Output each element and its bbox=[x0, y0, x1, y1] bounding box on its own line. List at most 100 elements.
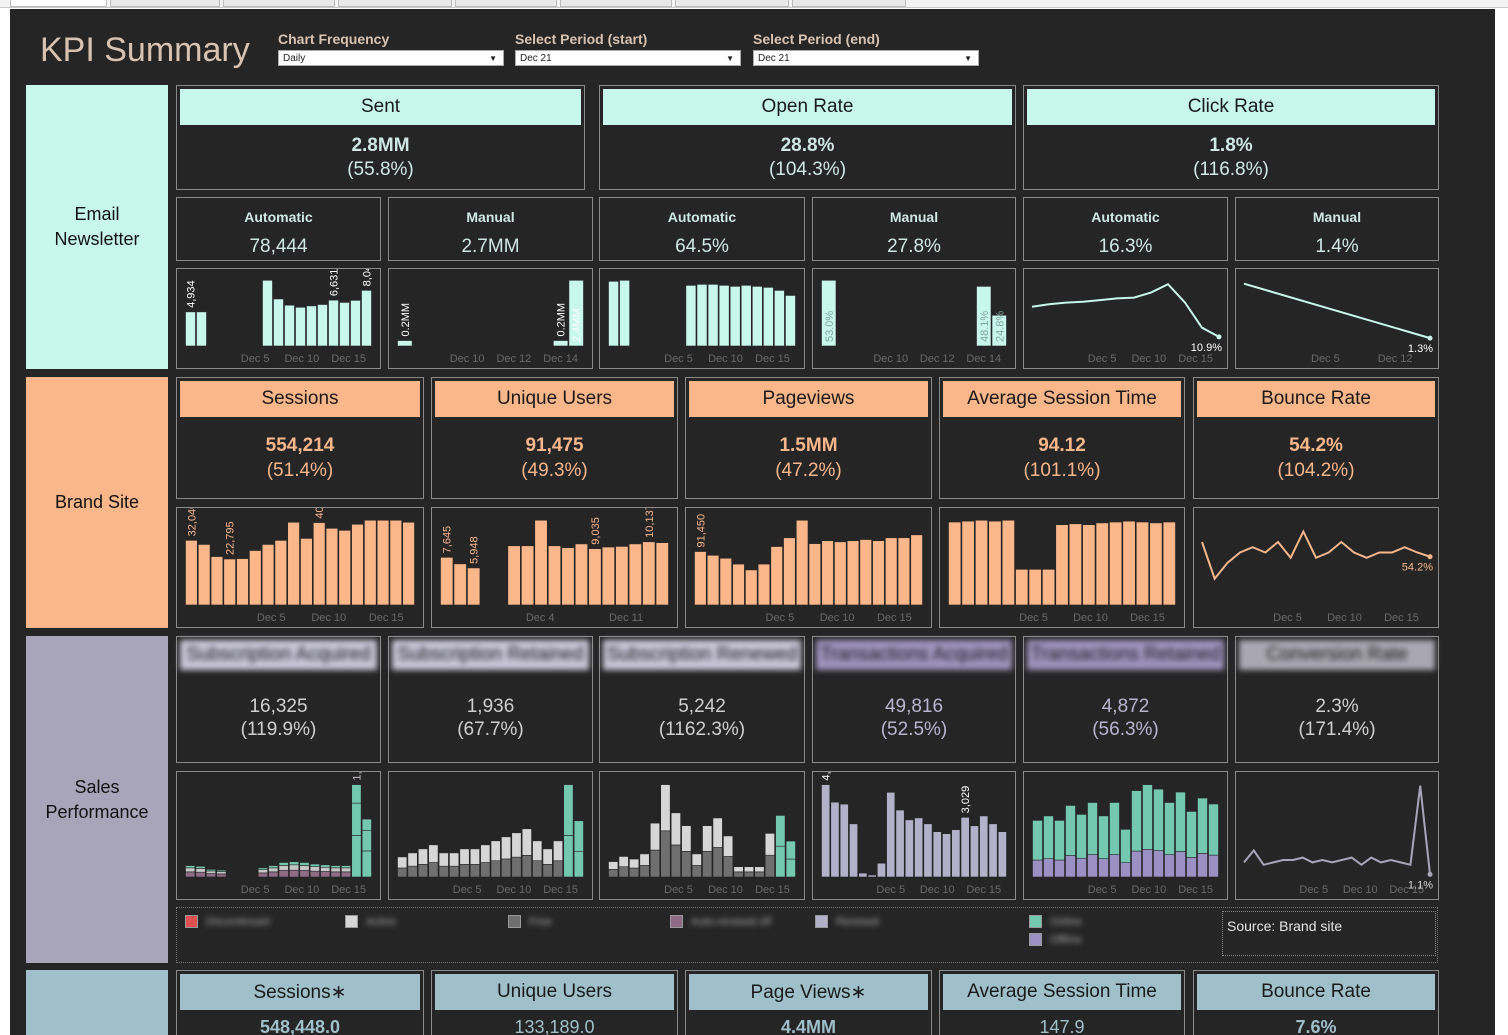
chart-bar-segment[interactable] bbox=[351, 802, 362, 836]
chart-bar[interactable] bbox=[628, 543, 642, 606]
chart-bar-segment[interactable] bbox=[629, 867, 640, 878]
tab-member-analysis[interactable] bbox=[110, 0, 220, 7]
chart-line[interactable] bbox=[1243, 282, 1431, 340]
chart-bar-segment[interactable] bbox=[670, 812, 681, 846]
chart-bar[interactable] bbox=[262, 279, 273, 347]
chart-bar[interactable] bbox=[440, 557, 454, 606]
chart-sales-5[interactable]: Dec 5 Dec 10 Dec 15 bbox=[1023, 771, 1228, 900]
chart-bar-segment[interactable] bbox=[1142, 848, 1153, 878]
chart-bar-segment[interactable] bbox=[553, 840, 564, 862]
chart-bar[interactable] bbox=[988, 520, 1002, 606]
chart-bar-segment[interactable] bbox=[438, 852, 449, 867]
legend-item[interactable]: Discontinued bbox=[185, 915, 270, 928]
chart-bar-segment[interactable] bbox=[397, 867, 408, 878]
chart-bar[interactable] bbox=[273, 298, 284, 347]
chart-bar-segment[interactable] bbox=[608, 869, 619, 878]
chart-bar-segment[interactable] bbox=[1065, 855, 1076, 878]
chart-frequency-dropdown[interactable]: Daily ▼ bbox=[278, 50, 504, 66]
chart-bar-segment[interactable] bbox=[1164, 854, 1175, 878]
chart-bar-segment[interactable] bbox=[417, 848, 428, 865]
chart-bar-segment[interactable] bbox=[330, 867, 341, 873]
chart-bar[interactable] bbox=[588, 548, 602, 606]
chart-open-rate-automatic[interactable]: Dec 5 Dec 10 Dec 15 bbox=[599, 268, 805, 369]
chart-bar-segment[interactable] bbox=[563, 784, 574, 836]
chart-bar-segment[interactable] bbox=[764, 854, 775, 878]
chart-bar-segment[interactable] bbox=[195, 871, 206, 878]
chart-bar-segment[interactable] bbox=[449, 865, 460, 878]
chart-bar[interactable] bbox=[706, 555, 720, 606]
chart-bar-segment[interactable] bbox=[268, 867, 279, 873]
chart-bar[interactable] bbox=[197, 544, 211, 606]
chart-bar-segment[interactable] bbox=[361, 830, 372, 852]
chart-bar-segment[interactable] bbox=[299, 865, 310, 871]
chart-bar-segment[interactable] bbox=[764, 833, 775, 856]
chart-bar-segment[interactable] bbox=[1043, 858, 1054, 878]
tab-franchise-analysis[interactable] bbox=[560, 0, 672, 7]
chart-bar[interactable] bbox=[364, 519, 377, 606]
chart-bar[interactable] bbox=[402, 521, 415, 606]
chart-bar-segment[interactable] bbox=[195, 866, 206, 869]
chart-bar-segment[interactable] bbox=[743, 871, 755, 878]
chart-bar-segment[interactable] bbox=[428, 862, 439, 878]
chart-bar-segment[interactable] bbox=[480, 844, 491, 863]
chart-bar-segment[interactable] bbox=[1164, 802, 1175, 855]
chart-bar-segment[interactable] bbox=[289, 861, 300, 866]
chart-bar-segment[interactable] bbox=[501, 858, 512, 878]
chart-bar-segment[interactable] bbox=[449, 852, 460, 867]
chart-bar-segment[interactable] bbox=[754, 871, 765, 878]
chart-bar-segment[interactable] bbox=[733, 871, 744, 878]
chart-bar[interactable] bbox=[284, 304, 295, 347]
chart-line[interactable] bbox=[1201, 529, 1431, 581]
chart-point[interactable] bbox=[1427, 554, 1433, 560]
chart-bar-segment[interactable] bbox=[733, 866, 744, 873]
chart-bar-segment[interactable] bbox=[268, 871, 279, 878]
chart-bar[interactable] bbox=[574, 543, 588, 606]
chart-bar-segment[interactable] bbox=[501, 836, 512, 860]
chart-bar-segment[interactable] bbox=[563, 835, 574, 878]
chart-bar-segment[interactable] bbox=[216, 871, 227, 875]
chart-bar-segment[interactable] bbox=[670, 844, 681, 878]
chart-bar-segment[interactable] bbox=[1208, 803, 1219, 856]
chart-bar[interactable] bbox=[1042, 569, 1056, 606]
chart-bar-segment[interactable] bbox=[521, 828, 532, 856]
chart-bar-segment[interactable] bbox=[573, 851, 584, 878]
chart-bar[interactable] bbox=[858, 872, 868, 878]
chart-bar-segment[interactable] bbox=[1109, 802, 1120, 855]
chart-bar-segment[interactable] bbox=[216, 869, 227, 872]
chart-bar-segment[interactable] bbox=[1153, 788, 1164, 851]
chart-bar[interactable] bbox=[740, 285, 752, 347]
chart-sent-manual[interactable]: Dec 10 Dec 12 Dec 14 0.2MM 0.2MM 2.4MM bbox=[388, 268, 593, 369]
chart-bar[interactable] bbox=[615, 546, 629, 606]
chart-bar-segment[interactable] bbox=[278, 862, 289, 866]
chart-bar-segment[interactable] bbox=[289, 869, 300, 878]
chart-bar-segment[interactable] bbox=[573, 820, 584, 852]
chart-bar[interactable] bbox=[1162, 521, 1176, 606]
chart-bar[interactable] bbox=[808, 543, 822, 606]
chart-bar[interactable] bbox=[317, 304, 328, 347]
chart-bar[interactable] bbox=[785, 295, 796, 347]
legend-item[interactable]: Auto-renewal off bbox=[670, 915, 771, 928]
chart-bar-segment[interactable] bbox=[299, 862, 310, 866]
chart-bar[interactable] bbox=[507, 545, 521, 606]
legend-item[interactable]: Online bbox=[1029, 915, 1082, 928]
chart-bar-segment[interactable] bbox=[1098, 858, 1109, 878]
chevron-down-icon[interactable]: ▼ bbox=[489, 54, 497, 63]
chart-bar[interactable] bbox=[718, 285, 730, 347]
chart-bar-segment[interactable] bbox=[1120, 829, 1131, 863]
chart-bar-segment[interactable] bbox=[205, 870, 216, 874]
chart-bar[interactable] bbox=[732, 563, 745, 606]
chart-bar-segment[interactable] bbox=[1054, 859, 1065, 878]
chart-point[interactable] bbox=[1427, 335, 1433, 341]
chart-bar[interactable] bbox=[707, 284, 719, 347]
chart-bar[interactable] bbox=[1109, 521, 1123, 606]
chart-bar-segment[interactable] bbox=[542, 848, 553, 865]
chart-bar[interactable] bbox=[872, 540, 885, 606]
chart-bar-segment[interactable] bbox=[1032, 859, 1043, 878]
chart-bar-segment[interactable] bbox=[702, 851, 713, 878]
chart-bar-segment[interactable] bbox=[702, 825, 713, 852]
chart-bar-segment[interactable] bbox=[185, 871, 196, 878]
chart-unique-users[interactable]: Dec 4 Dec 11 7,645 5,948 9,035 10,137 bbox=[431, 507, 678, 628]
chart-sales-6[interactable]: Dec 5 Dec 10 Dec 15 1.1% bbox=[1235, 771, 1439, 900]
chart-bar-segment[interactable] bbox=[775, 845, 786, 878]
chart-bar-segment[interactable] bbox=[754, 866, 765, 873]
